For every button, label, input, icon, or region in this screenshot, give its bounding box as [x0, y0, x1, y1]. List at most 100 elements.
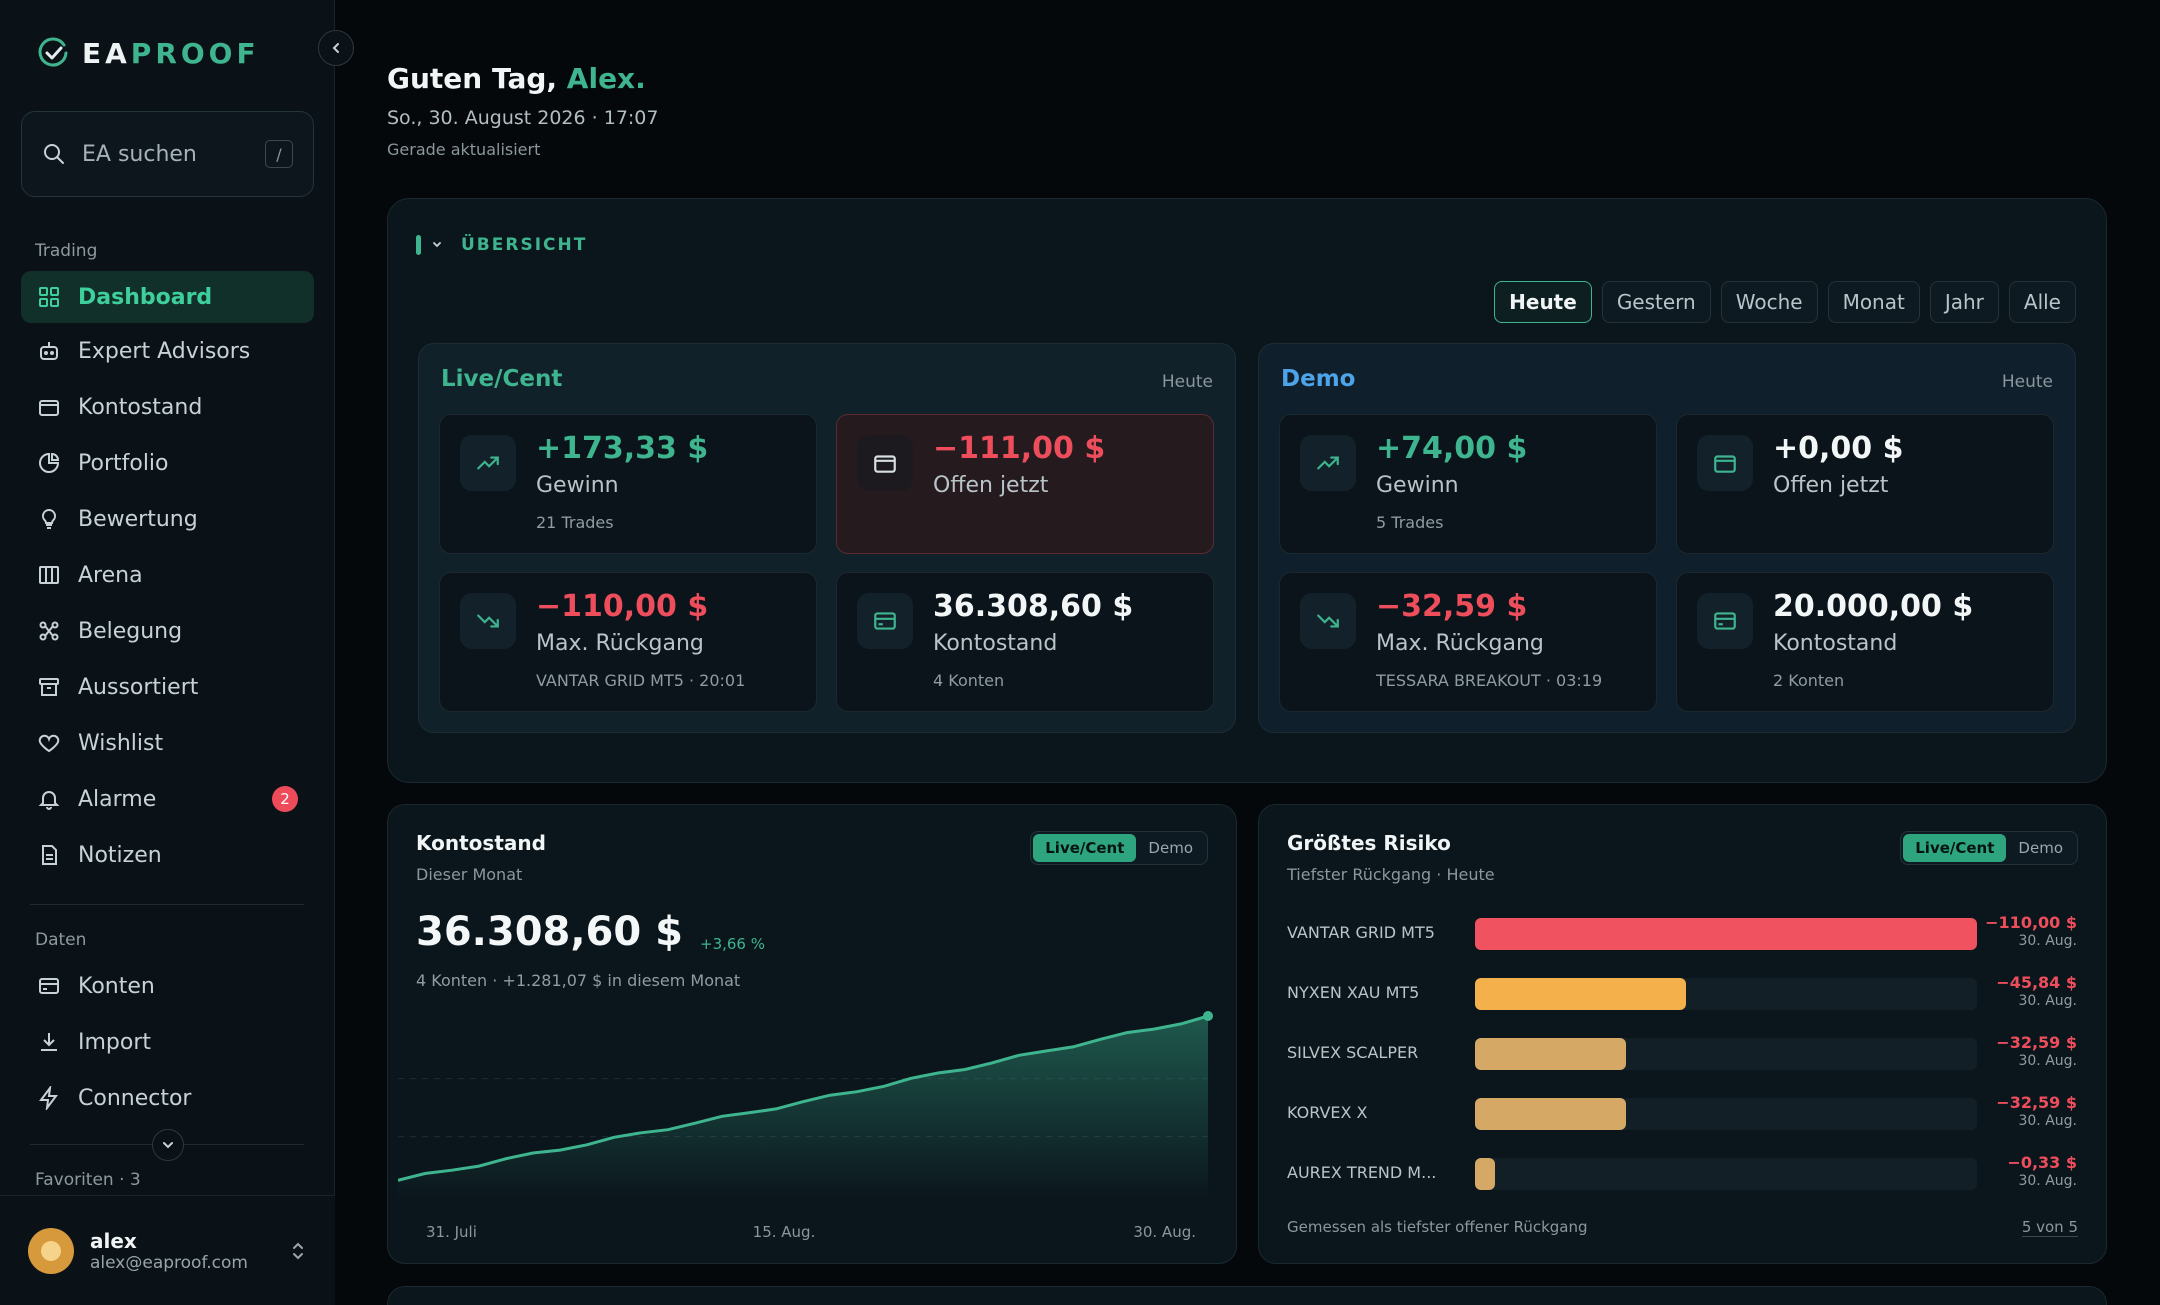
- risk-account-toggle: Live/Cent Demo: [1900, 831, 2078, 865]
- overview-title: ÜBERSICHT: [461, 235, 588, 255]
- risk-bar-track: [1475, 1038, 1977, 1070]
- section-label-favoriten[interactable]: Favoriten · 3: [35, 1170, 141, 1188]
- brand-logo[interactable]: EAPROOF: [36, 36, 260, 70]
- favorites-toggle[interactable]: [152, 1129, 184, 1161]
- demo-balance-label: Kontostand: [1773, 631, 1898, 656]
- period-filter: Heute Gestern Woche Monat Jahr Alle: [1494, 281, 2076, 323]
- filter-woche[interactable]: Woche: [1720, 281, 1818, 323]
- pie-icon: [39, 452, 60, 473]
- demo-drawdown-stat[interactable]: −32,59 $ Max. Rückgang TESSARA BREAKOUT …: [1279, 572, 1657, 712]
- risk-row[interactable]: NYXEN XAU MT5 −45,84 $30. Aug.: [1287, 973, 2077, 1013]
- wallet-icon: [39, 400, 59, 416]
- demo-profit-stat[interactable]: +74,00 $ Gewinn 5 Trades: [1279, 414, 1657, 554]
- search-box[interactable]: EA suchen /: [21, 111, 314, 197]
- sidebar-item-dashboard[interactable]: Dashboard: [21, 271, 314, 323]
- search-input[interactable]: EA suchen: [82, 141, 197, 167]
- sidebar-item-import[interactable]: Import: [21, 1016, 314, 1068]
- user-name: alex: [90, 1228, 137, 1253]
- sidebar-item-label: Import: [78, 1029, 152, 1055]
- sidebar-item-connector[interactable]: Connector: [21, 1072, 314, 1124]
- sidebar-item-arena[interactable]: Arena: [21, 549, 314, 601]
- filter-gestern[interactable]: Gestern: [1601, 281, 1711, 323]
- x-tick-label: 31. Juli: [426, 1223, 477, 1241]
- main-content: Guten Tag, Alex. So., 30. August 2026 · …: [335, 0, 2160, 1305]
- risk-footnote: Gemessen als tiefster offener Rückgang: [1287, 1218, 1588, 1236]
- risk-date: 30. Aug.: [2018, 1053, 2077, 1069]
- risk-value: −32,59 $: [1996, 1093, 2077, 1112]
- sidebar-item-label: Dashboard: [78, 284, 213, 310]
- live-title: Live/Cent: [441, 366, 563, 392]
- sidebar-item-expert-advisors[interactable]: Expert Advisors: [21, 325, 314, 377]
- trend-up-icon: [460, 435, 516, 491]
- risk-bar-fill: [1475, 1038, 1626, 1070]
- overview-panel: ÜBERSICHT Heute Gestern Woche Monat Jahr…: [387, 198, 2107, 783]
- sidebar-item-konten[interactable]: Konten: [21, 960, 314, 1012]
- balance-last-point[interactable]: [1203, 1010, 1213, 1021]
- risk-bar-fill: [1475, 918, 1977, 950]
- sidebar-item-portfolio[interactable]: Portfolio: [21, 437, 314, 489]
- sidebar-item-kontostand[interactable]: Kontostand: [21, 381, 314, 433]
- risk-bar-track: [1475, 1098, 1977, 1130]
- demo-balance-stat[interactable]: 20.000,00 $ Kontostand 2 Konten: [1676, 572, 2054, 712]
- demo-title: Demo: [1281, 366, 1356, 392]
- sidebar-item-alarme[interactable]: Alarme 2: [21, 773, 314, 825]
- note-icon: [42, 845, 57, 865]
- sidebar-collapse-button[interactable]: [318, 30, 354, 66]
- toggle-live[interactable]: Live/Cent: [1903, 834, 2007, 862]
- sidebar-item-wishlist[interactable]: Wishlist: [21, 717, 314, 769]
- search-icon: [44, 144, 64, 164]
- toggle-demo[interactable]: Demo: [2018, 839, 2063, 857]
- bulb-icon: [41, 508, 57, 529]
- toggle-live[interactable]: Live/Cent: [1033, 834, 1137, 862]
- sidebar: EAPROOF EA suchen / Trading Dashboard Ex…: [0, 0, 335, 1305]
- live-drawdown-stat[interactable]: −110,00 $ Max. Rückgang VANTAR GRID MT5 …: [439, 572, 817, 712]
- sidebar-item-label: Wishlist: [78, 730, 164, 756]
- current-date: So., 30. August 2026 · 17:07: [387, 107, 659, 129]
- sidebar-item-bewertung[interactable]: Bewertung: [21, 493, 314, 545]
- risk-row[interactable]: SILVEX SCALPER −32,59 $30. Aug.: [1287, 1033, 2077, 1073]
- toggle-demo[interactable]: Demo: [1148, 839, 1193, 857]
- risk-bar-track: [1475, 918, 1977, 950]
- user-menu[interactable]: alex alex@eaproof.com: [0, 1195, 335, 1305]
- live-balance-sub: 4 Konten: [933, 671, 1005, 690]
- heart-icon: [38, 734, 60, 753]
- risk-row[interactable]: VANTAR GRID MT5 −110,00 $30. Aug.: [1287, 913, 2077, 953]
- risk-bar-fill: [1475, 1158, 1496, 1190]
- filter-heute[interactable]: Heute: [1494, 281, 1592, 323]
- filter-jahr[interactable]: Jahr: [1929, 281, 1999, 323]
- live-balance-stat[interactable]: 36.308,60 $ Kontostand 4 Konten: [836, 572, 1214, 712]
- risk-count[interactable]: 5 von 5: [2021, 1218, 2078, 1237]
- demo-open-stat[interactable]: +0,00 $ Offen jetzt: [1676, 414, 2054, 554]
- balance-value: 36.308,60 $: [416, 909, 683, 955]
- filter-alle[interactable]: Alle: [2008, 281, 2076, 323]
- live-profit-stat[interactable]: +173,33 $ Gewinn 21 Trades: [439, 414, 817, 554]
- wallet-icon: [1697, 435, 1753, 491]
- user-email: alex@eaproof.com: [90, 1252, 248, 1273]
- bolt-icon: [39, 1086, 58, 1110]
- risk-value: −0,33 $: [2007, 1153, 2077, 1172]
- next-panel-edge: [387, 1286, 2107, 1305]
- risk-value: −32,59 $: [1996, 1033, 2077, 1052]
- sidebar-item-label: Portfolio: [78, 450, 169, 476]
- live-profit-value: +173,33 $: [536, 431, 709, 466]
- risk-row[interactable]: AUREX TREND M... −0,33 $30. Aug.: [1287, 1153, 2077, 1193]
- risk-date: 30. Aug.: [2018, 933, 2077, 949]
- risk-ea-name: KORVEX X: [1287, 1103, 1368, 1122]
- chevron-left-icon: [332, 43, 339, 53]
- risk-bar-fill: [1475, 978, 1686, 1010]
- risk-row[interactable]: KORVEX X −32,59 $30. Aug.: [1287, 1093, 2077, 1133]
- live-profit-label: Gewinn: [536, 473, 619, 498]
- live-account-panel: Live/Cent Heute +173,33 $ Gewinn 21 Trad…: [418, 343, 1236, 733]
- sidebar-item-belegung[interactable]: Belegung: [21, 605, 314, 657]
- overview-header[interactable]: ÜBERSICHT: [416, 235, 587, 255]
- filter-monat[interactable]: Monat: [1827, 281, 1920, 323]
- live-profit-sub: 21 Trades: [536, 513, 614, 532]
- risk-card: Größtes Risiko Tiefster Rückgang · Heute…: [1258, 804, 2107, 1264]
- sidebar-item-label: Arena: [78, 562, 143, 588]
- balance-change: +3,66 %: [700, 935, 765, 953]
- sidebar-item-aussortiert[interactable]: Aussortiert: [21, 661, 314, 713]
- live-open-stat[interactable]: −111,00 $ Offen jetzt: [836, 414, 1214, 554]
- sidebar-item-notizen[interactable]: Notizen: [21, 829, 314, 881]
- live-period: Heute: [1161, 372, 1213, 392]
- demo-period: Heute: [2001, 372, 2053, 392]
